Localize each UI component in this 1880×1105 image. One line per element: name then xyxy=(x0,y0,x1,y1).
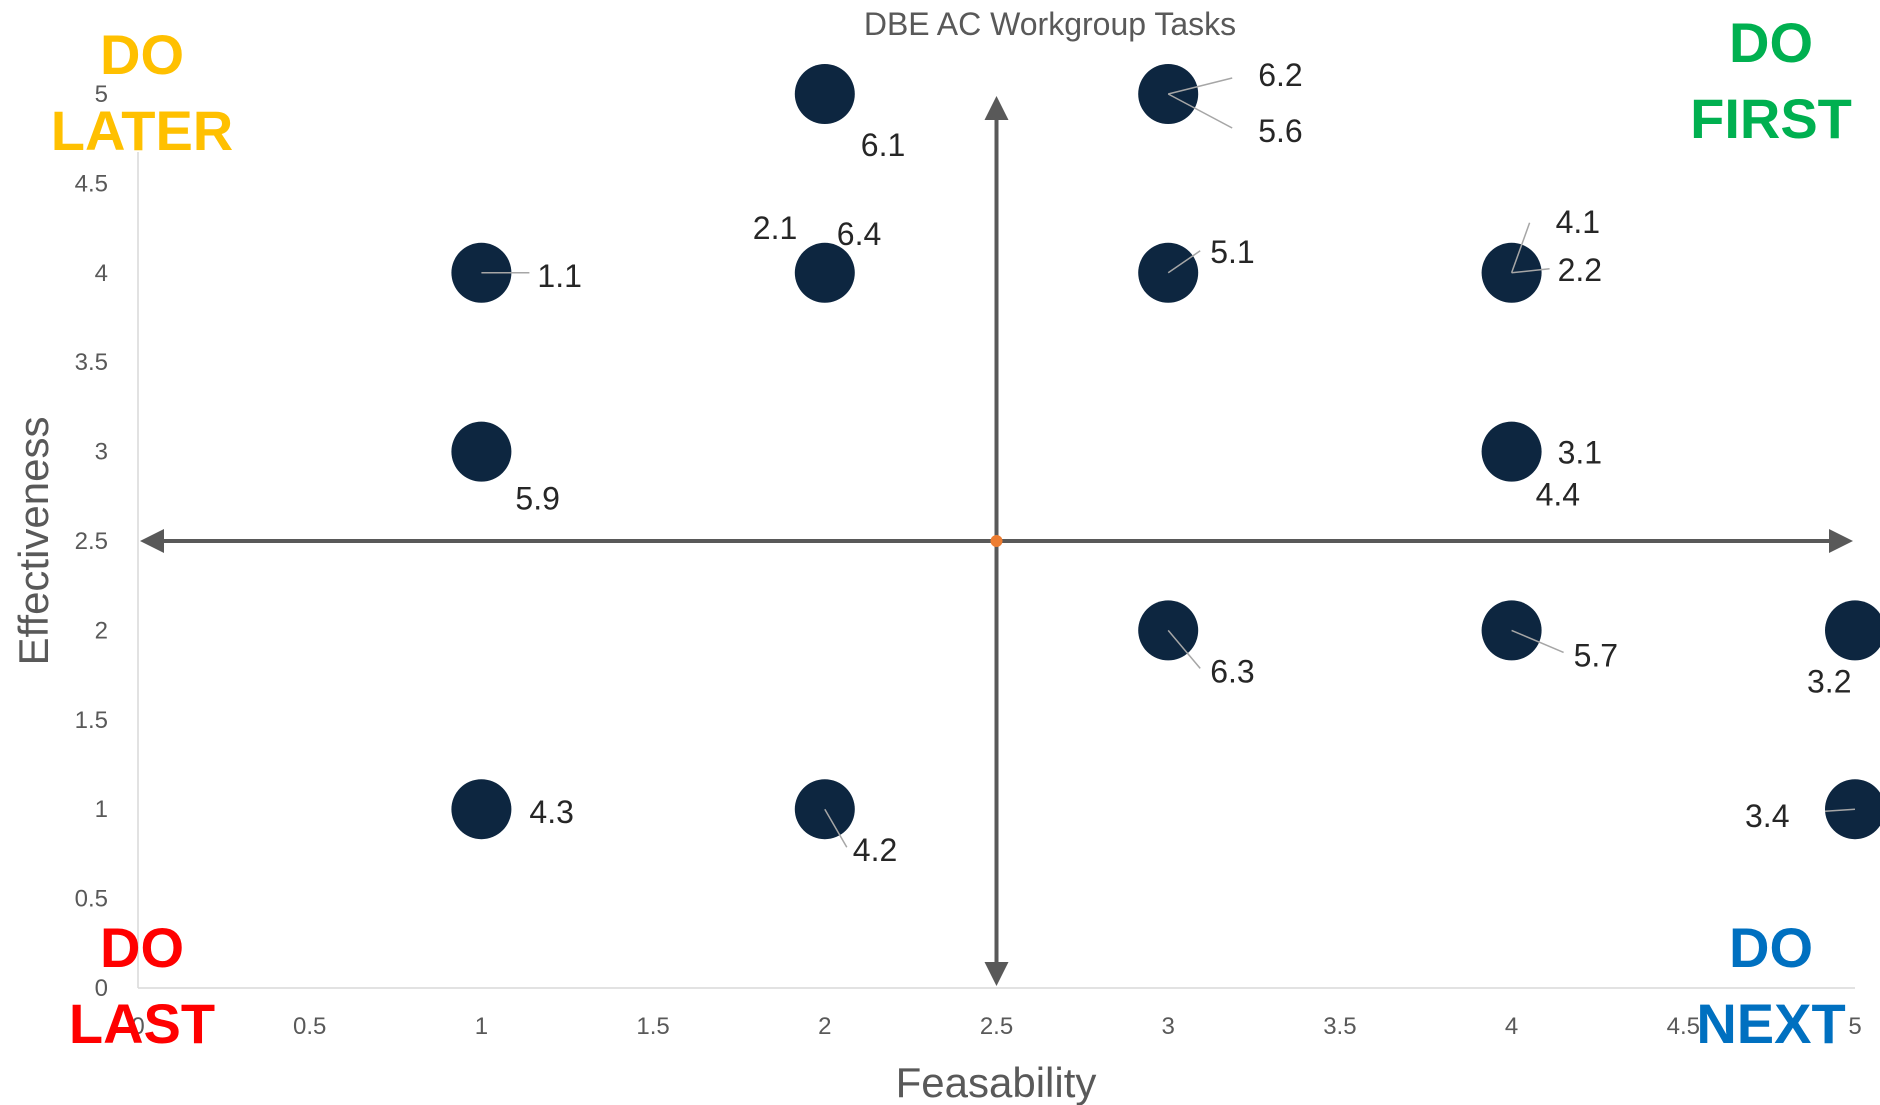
y-tick-label: 1 xyxy=(95,796,108,823)
y-tick-label: 0 xyxy=(95,975,108,1002)
quadrant-label-do-last: LAST xyxy=(69,992,215,1055)
y-tick-label: 4 xyxy=(95,260,108,287)
y-tick-label: 5 xyxy=(95,81,108,108)
point-label: 6.4 xyxy=(837,216,881,252)
x-tick-labels: 0 0.5 1 1.5 2 2.5 3 3.5 4 4.5 5 xyxy=(131,1013,1861,1040)
point-label: 6.2 xyxy=(1258,57,1302,93)
quadrant-label-do-later: LATER xyxy=(51,99,234,162)
y-tick-label: 1.5 xyxy=(75,707,108,734)
data-point-marker xyxy=(1481,421,1542,482)
point-label: 2.2 xyxy=(1558,252,1602,288)
x-tick-label: 2.5 xyxy=(980,1013,1013,1040)
point-label: 4.1 xyxy=(1556,204,1600,240)
point-label: 2.1 xyxy=(753,210,797,246)
point-label: 3.4 xyxy=(1745,798,1789,834)
quadrant-center-point xyxy=(990,535,1003,547)
point-label: 5.1 xyxy=(1210,234,1254,270)
x-axis-title: Feasability xyxy=(896,1059,1097,1105)
x-tick-label: 5 xyxy=(1848,1013,1861,1040)
y-tick-labels: 0 0.5 1 1.5 2 2.5 3 3.5 4 4.5 5 xyxy=(75,81,108,1002)
y-tick-label: 4.5 xyxy=(75,170,108,197)
data-point-marker xyxy=(794,64,855,124)
x-tick-label: 0.5 xyxy=(293,1013,326,1040)
point-label: 3.2 xyxy=(1807,663,1851,699)
leader-line xyxy=(1167,93,1233,129)
x-tick-label: 3.5 xyxy=(1323,1013,1356,1040)
data-point-marker xyxy=(451,421,512,482)
point-label: 5.7 xyxy=(1574,637,1618,673)
quadrant-label-do-next: NEXT xyxy=(1696,992,1845,1055)
x-tick-label: 1 xyxy=(475,1013,488,1040)
x-tick-label: 4.5 xyxy=(1667,1013,1700,1040)
point-label: 1.1 xyxy=(537,258,581,294)
data-points: 6.1 6.2 5.6 1.1 2.1 6.4 5.1 4.1 2.2 5.9 3.1 4.4 6.3 5… xyxy=(451,57,1880,868)
leader-line xyxy=(1168,77,1233,95)
quadrant-label-do-first: FIRST xyxy=(1690,87,1852,150)
leader-line xyxy=(824,808,848,848)
x-tick-label: 2 xyxy=(818,1013,831,1040)
point-label: 6.3 xyxy=(1210,653,1254,689)
leader-line xyxy=(1824,808,1856,812)
quadrant-label-do-later: DO xyxy=(100,23,184,86)
leader-line xyxy=(1167,250,1201,274)
y-tick-label: 3.5 xyxy=(75,349,108,376)
y-tick-label: 3 xyxy=(95,439,108,466)
point-label: 4.3 xyxy=(529,794,573,830)
point-label: 5.9 xyxy=(515,481,559,517)
y-tick-label: 2 xyxy=(95,617,108,644)
y-axis-title: Effectiveness xyxy=(10,416,57,665)
chart-title: DBE AC Workgroup Tasks xyxy=(864,6,1236,42)
quadrant-label-do-first: DO xyxy=(1729,11,1813,74)
quadrant-label-do-next: DO xyxy=(1729,916,1813,979)
point-label: 4.4 xyxy=(1536,477,1580,513)
leader-line xyxy=(1511,268,1550,274)
quadrant-labels: DO LATER DO FIRST DO LAST DO NEXT xyxy=(51,11,1852,1055)
data-point-marker xyxy=(794,242,855,303)
x-tick-label: 1.5 xyxy=(636,1013,669,1040)
x-tick-label: 3 xyxy=(1162,1013,1175,1040)
data-point-marker xyxy=(1825,600,1880,661)
leader-line xyxy=(1511,629,1564,654)
x-tick-label: 0 xyxy=(131,1013,144,1040)
leader-line xyxy=(1510,222,1531,274)
point-label: 4.2 xyxy=(853,832,897,868)
quadrant-label-do-last: DO xyxy=(100,916,184,979)
y-tick-label: 0.5 xyxy=(75,886,108,913)
point-label: 5.6 xyxy=(1258,113,1302,149)
data-point-marker xyxy=(451,779,512,840)
y-tick-label: 2.5 xyxy=(75,528,108,555)
point-label: 3.1 xyxy=(1558,435,1602,471)
leader-line xyxy=(1167,629,1201,669)
point-label: 6.1 xyxy=(861,127,905,163)
x-tick-label: 4 xyxy=(1505,1013,1518,1040)
